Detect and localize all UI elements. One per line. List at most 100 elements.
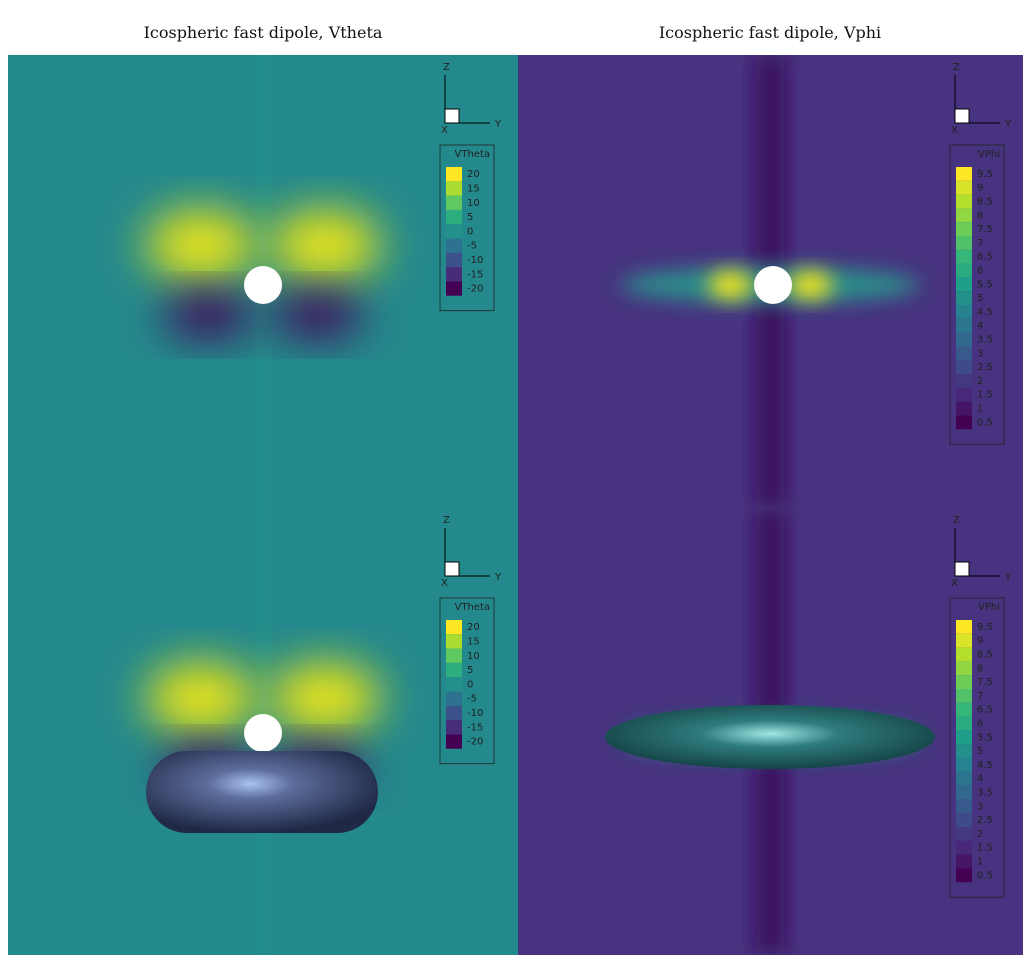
- legend-swatch: [956, 827, 972, 841]
- legend-swatch: [956, 415, 972, 430]
- legend-label: 1: [977, 404, 983, 415]
- legend-label: 8: [977, 663, 983, 674]
- legend-swatch: [956, 194, 972, 209]
- body: [244, 266, 282, 304]
- legend-label: 7.5: [977, 677, 993, 688]
- legend-label: 20: [467, 169, 480, 180]
- axis-label: X: [951, 578, 958, 589]
- legend-label: 2.5: [977, 815, 993, 826]
- legend-label: 6.5: [977, 252, 993, 263]
- axis-label: Y: [1004, 572, 1012, 583]
- legend-label: 10: [467, 651, 480, 662]
- legend-swatch: [956, 854, 972, 869]
- axis-label: X: [951, 125, 958, 136]
- legend-swatch: [956, 785, 972, 800]
- legend-swatch: [956, 840, 972, 855]
- legend-swatch: [956, 387, 972, 402]
- lobe: [708, 271, 753, 299]
- legend-label: 3.5: [977, 335, 993, 346]
- legend-label: 9: [977, 183, 983, 194]
- legend-swatch: [956, 291, 972, 305]
- legend-swatch: [446, 705, 462, 721]
- lobe: [163, 293, 253, 337]
- legend-label: 7: [977, 238, 983, 249]
- legend-swatch: [956, 277, 972, 292]
- legend-label: -20: [467, 284, 483, 295]
- legend-box: [949, 144, 1005, 445]
- legend-label: 8.5: [977, 197, 993, 208]
- legend-label: -10: [467, 708, 483, 719]
- legend-swatch: [956, 208, 972, 223]
- legend-swatch: [956, 868, 972, 883]
- lobe: [788, 271, 833, 299]
- legend-label: 6: [977, 719, 983, 730]
- legend-swatch: [956, 689, 972, 703]
- legend-label: 10: [467, 198, 480, 209]
- legend-swatch: [446, 281, 462, 296]
- panel: [518, 55, 1023, 508]
- column-title: Icospheric fast dipole, Vphi: [659, 23, 881, 42]
- legend-swatch: [446, 238, 462, 253]
- panel: [8, 55, 518, 508]
- legend-swatch: [956, 744, 972, 758]
- legend-label: 9.5: [977, 622, 993, 633]
- legend-label: 3: [977, 801, 983, 812]
- legend-title: VPhi: [978, 602, 1000, 613]
- lobe: [270, 663, 380, 733]
- axis-origin: [444, 561, 460, 577]
- legend-swatch: [446, 634, 462, 649]
- legend-label: 3.5: [977, 788, 993, 799]
- legend-title: VTheta: [455, 602, 491, 613]
- legend-label: 8: [977, 210, 983, 221]
- legend-swatch: [956, 360, 972, 374]
- legend-label: 1: [977, 857, 983, 868]
- legend-swatch: [956, 702, 972, 717]
- lobe: [273, 293, 363, 337]
- isosurface: [146, 751, 378, 833]
- panel: [8, 508, 518, 955]
- legend-label: 9: [977, 636, 983, 647]
- legend-title: VPhi: [978, 149, 1000, 160]
- legend-label: -10: [467, 255, 483, 266]
- legend-label: 0: [467, 679, 473, 690]
- lobe: [146, 663, 256, 733]
- legend-swatch: [956, 167, 972, 181]
- legend-swatch: [446, 677, 462, 692]
- axis-label: Z: [443, 515, 450, 526]
- legend-label: 2: [977, 829, 983, 840]
- legend-swatch: [446, 195, 462, 210]
- legend-swatch: [446, 224, 462, 239]
- legend-swatch: [956, 647, 972, 662]
- legend-label: 6: [977, 266, 983, 277]
- legend-swatch: [446, 209, 462, 225]
- legend-label: 20: [467, 622, 480, 633]
- legend-label: 7: [977, 691, 983, 702]
- legend-label: 4: [977, 774, 983, 785]
- legend-swatch: [446, 181, 462, 196]
- legend-swatch: [446, 662, 462, 678]
- legend-label: 2.5: [977, 362, 993, 373]
- axis-label: Z: [443, 62, 450, 73]
- axis-origin: [954, 108, 970, 124]
- legend-swatch: [956, 633, 972, 648]
- legend-label: 5.5: [977, 279, 993, 290]
- legend-swatch: [446, 648, 462, 663]
- legend-label: -15: [467, 722, 483, 733]
- legend-label: 0.5: [977, 417, 993, 428]
- legend-label: -5: [467, 694, 477, 705]
- legend-swatch: [446, 691, 462, 706]
- legend-label: 5: [977, 746, 983, 757]
- axis-label: Y: [494, 119, 502, 130]
- lobe: [270, 210, 380, 280]
- legend-swatch: [446, 620, 462, 635]
- legend-label: 7.5: [977, 224, 993, 235]
- legend-swatch: [956, 236, 972, 250]
- legend-swatch: [446, 720, 462, 735]
- axis-label: Y: [1004, 119, 1012, 130]
- legend-swatch: [956, 771, 972, 786]
- legend-label: -5: [467, 241, 477, 252]
- legend-swatch: [956, 318, 972, 333]
- legend-box: [439, 144, 495, 312]
- isosurface: [605, 705, 935, 769]
- legend-swatch: [956, 675, 972, 689]
